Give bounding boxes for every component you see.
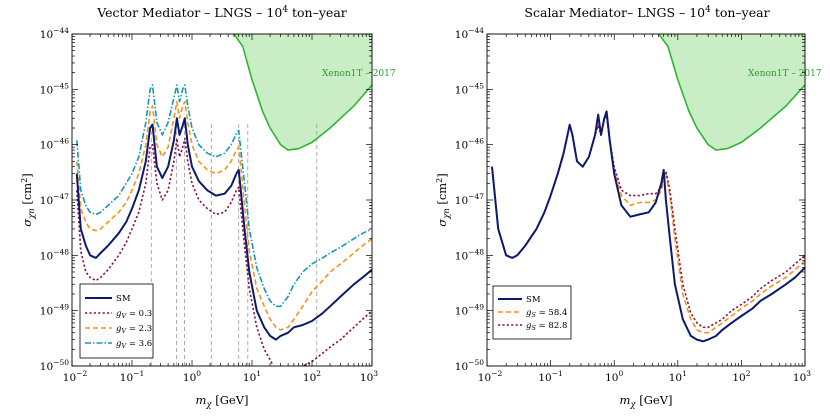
chart-title: Scalar Mediator– LNGS – 104 ton–year	[524, 5, 769, 20]
x-tick-label: 100	[183, 369, 201, 384]
legend-label: gS = 58.4	[526, 308, 567, 319]
y-tick-label: 10−50	[40, 358, 69, 373]
x-axis-label: mχ [GeV]	[196, 393, 249, 410]
series-lines	[491, 110, 805, 343]
x-tick-label: 100	[605, 369, 623, 384]
x-tick-label: 10−1	[538, 369, 562, 384]
chart-scalar-mediator: Scalar Mediator– LNGS – 104 ton–year Xen…	[435, 5, 822, 410]
legend-entry-gv-0.3: gV = 0.3	[85, 309, 152, 320]
y-tick-label: 10−49	[40, 303, 69, 318]
x-tick-labels: 10−2 10−1 100 101 102 103	[478, 369, 812, 384]
legend-entry-gv-2.3: gV = 2.3	[85, 324, 152, 335]
x-tick-label: 103	[360, 369, 378, 384]
y-tick-label: 10−44	[455, 26, 484, 41]
legend-entry-sm: SM	[498, 295, 541, 305]
y-tick-labels: 10−50 10−49 10−48 10−47 10−46 10−45 10−44	[40, 26, 69, 373]
y-axis-label: σχn [cm2]	[435, 173, 452, 227]
legend-entry-gv-3.6: gV = 3.6	[85, 339, 152, 350]
xenon1t-label: Xenon1T – 2017	[322, 69, 396, 79]
x-tick-label: 101	[669, 369, 687, 384]
y-tick-label: 10−45	[40, 81, 69, 96]
y-tick-label: 10−47	[40, 192, 69, 207]
xenon1t-limit-curve	[233, 34, 372, 151]
legend-label: SM	[526, 295, 541, 305]
legend-entry-gs-82.8: gS = 82.8	[498, 321, 567, 332]
y-tick-label: 10−46	[40, 137, 69, 152]
x-tick-label: 102	[732, 369, 750, 384]
legend-box	[79, 283, 154, 359]
xenon1t-exclusion-region	[658, 34, 805, 151]
x-axis-label: mχ [GeV]	[620, 393, 673, 410]
x-tick-label: 102	[303, 369, 321, 384]
x-tick-label: 103	[793, 369, 811, 384]
legend: SM gV = 0.3 gV = 2.3 gV = 3.6	[79, 283, 154, 359]
series-line-V2.3	[76, 100, 372, 331]
y-tick-labels: 10−50 10−49 10−48 10−47 10−46 10−45 10−44	[455, 26, 484, 373]
legend-label: gV = 3.6	[116, 339, 152, 350]
chart-vector-mediator: Vector Mediator – LNGS – 104 ton–year Xe…	[20, 5, 396, 410]
x-tick-label: 10−1	[120, 369, 144, 384]
legend-label: SM	[116, 294, 131, 304]
series-line-V3.6	[76, 84, 372, 308]
y-tick-label: 10−48	[40, 247, 69, 262]
legend-label: gV = 0.3	[116, 309, 152, 320]
y-tick-label: 10−48	[455, 247, 484, 262]
legend-label: gV = 2.3	[116, 324, 152, 335]
series-lines	[75, 84, 372, 366]
x-tick-label: 10−2	[478, 369, 503, 384]
x-tick-labels: 10−2 10−1 100 101 102 103	[63, 369, 379, 384]
legend-entry-gs-58.4: gS = 58.4	[498, 308, 567, 319]
x-tick-label: 10−2	[63, 369, 88, 384]
y-tick-label: 10−46	[455, 137, 484, 152]
series-line-sm	[75, 117, 372, 341]
series-line-sm	[491, 110, 805, 343]
y-tick-label: 10−50	[455, 358, 484, 373]
legend: SM gS = 58.4 gS = 82.8	[492, 285, 572, 340]
y-tick-label: 10−45	[455, 81, 484, 96]
xenon1t-region-fill	[233, 34, 372, 150]
chart-title: Vector Mediator – LNGS – 104 ton–year	[96, 5, 347, 20]
legend-label: gS = 82.8	[526, 321, 567, 332]
xenon1t-label: Xenon1T – 2017	[748, 69, 822, 79]
axis-ticks	[71, 33, 373, 367]
y-tick-label: 10−44	[40, 26, 69, 41]
xenon1t-region-fill	[658, 34, 805, 150]
y-tick-label: 10−47	[455, 192, 484, 207]
xenon1t-limit-curve	[658, 34, 805, 151]
legend-entry-sm: SM	[85, 294, 131, 304]
y-tick-label: 10−49	[455, 303, 484, 318]
x-tick-label: 101	[243, 369, 261, 384]
axis-ticks	[486, 33, 806, 367]
xenon1t-exclusion-region	[233, 34, 372, 151]
y-axis-label: σχn [cm2]	[20, 173, 37, 227]
